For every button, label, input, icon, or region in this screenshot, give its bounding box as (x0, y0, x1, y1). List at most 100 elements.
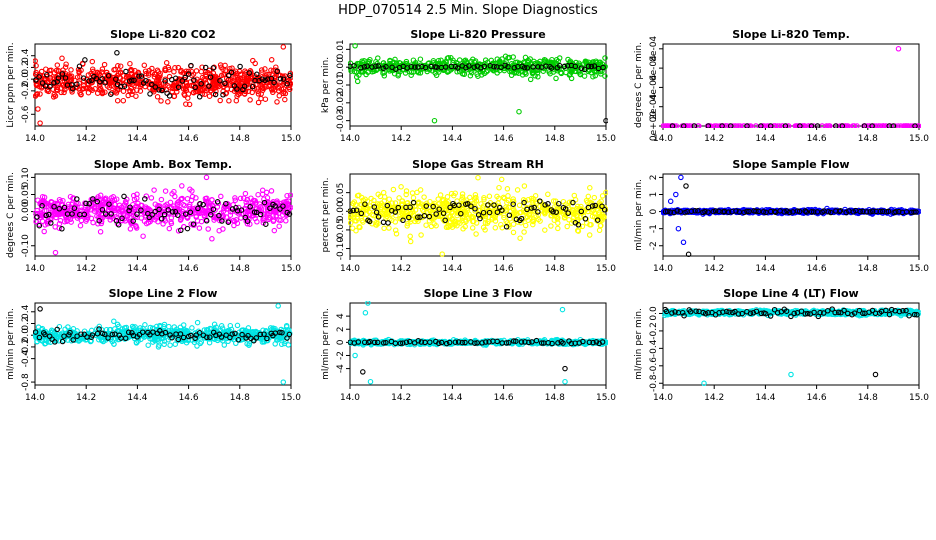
data-point-black (80, 75, 87, 81)
x-tick-label: 15.0 (281, 264, 301, 274)
data-point-black (786, 209, 793, 216)
data-point-black (156, 87, 162, 93)
data-point (194, 218, 201, 224)
data-point-black (486, 209, 493, 216)
data-point-black (890, 123, 897, 128)
y-tick-label: -0.4 (21, 350, 31, 368)
data-point (392, 227, 399, 233)
x-tick-label: 14.6 (494, 264, 514, 274)
data-point (589, 213, 596, 220)
data-point (223, 206, 230, 212)
data-point (59, 55, 65, 62)
data-point (216, 227, 222, 234)
x-tick-label: 14.6 (494, 393, 514, 403)
outlier-point (603, 117, 608, 124)
data-point-black (67, 329, 73, 336)
data-point (227, 322, 234, 329)
data-point (94, 70, 101, 76)
data-point-black (253, 335, 260, 341)
data-point-black (430, 203, 436, 210)
data-point-black (869, 123, 875, 128)
data-point-black (47, 83, 53, 90)
data-point (473, 231, 479, 237)
data-point (285, 330, 292, 336)
x-tick-label: 14.8 (545, 393, 565, 403)
data-point-black (705, 209, 711, 215)
data-point (393, 231, 400, 237)
data-point (574, 203, 581, 210)
data-point-black (415, 214, 421, 220)
data-point (106, 204, 113, 211)
data-point-black (572, 63, 579, 70)
data-point-black (214, 199, 221, 205)
data-point-black (280, 203, 286, 209)
y-tick-label: 0.01 (336, 39, 346, 59)
data-point (459, 194, 466, 200)
data-point-black (264, 76, 271, 82)
data-point-black (839, 123, 846, 128)
data-point (220, 88, 226, 95)
x-tick-label: 15.0 (596, 134, 616, 144)
data-point (280, 206, 286, 212)
data-point (172, 193, 178, 200)
y-tick-label: -0.2 (21, 338, 31, 356)
data-point (805, 123, 812, 128)
data-point-black (867, 209, 873, 215)
data-point (598, 71, 604, 77)
data-point-black (219, 218, 225, 224)
data-point (469, 213, 475, 220)
data-point-black (869, 208, 876, 215)
y-tick-label: -0.6 (21, 105, 31, 123)
x-tick-label: 14.0 (340, 393, 360, 403)
data-point (97, 229, 104, 235)
data-point (463, 218, 469, 225)
data-point (437, 192, 444, 198)
data-point (414, 189, 420, 196)
data-point (208, 87, 214, 94)
data-point-black (601, 207, 608, 213)
data-point (482, 60, 488, 67)
data-point (444, 194, 451, 200)
data-point (492, 225, 499, 231)
data-point (268, 188, 275, 194)
data-point-black (781, 209, 788, 215)
data-point-black (237, 63, 243, 70)
data-point-black (599, 203, 605, 210)
points (348, 301, 608, 385)
data-point-black (241, 83, 248, 90)
data-point (527, 76, 534, 83)
x-tick-label: 14.2 (391, 134, 411, 144)
data-point (187, 201, 193, 208)
data-point (33, 58, 38, 64)
data-point-black (123, 68, 129, 75)
data-point-black (59, 338, 66, 345)
data-point (78, 204, 84, 210)
data-point (175, 64, 182, 71)
data-point (232, 195, 238, 201)
data-point (182, 86, 189, 92)
data-point-black (913, 209, 919, 215)
data-point-black (268, 75, 275, 82)
data-point (111, 67, 117, 73)
data-point-black (216, 212, 222, 219)
data-point-black (187, 209, 194, 216)
data-point (214, 204, 221, 210)
data-point-black (175, 84, 182, 90)
data-point-black (395, 204, 402, 211)
data-point (88, 327, 95, 334)
data-point-black (118, 83, 124, 90)
figure-title: HDP_070514 2.5 Min. Slope Diagnostics (338, 3, 598, 18)
data-point-black (458, 210, 464, 217)
data-point-black (550, 208, 556, 215)
points (661, 174, 921, 258)
data-point (279, 82, 285, 88)
data-point-black (287, 72, 293, 79)
data-point (503, 218, 509, 225)
panel-title: Slope Line 3 Flow (424, 287, 533, 300)
data-point (190, 208, 197, 214)
x-tick-label: 14.2 (704, 264, 724, 274)
data-point (255, 91, 262, 97)
data-point (902, 123, 909, 128)
data-point-black (229, 206, 236, 212)
